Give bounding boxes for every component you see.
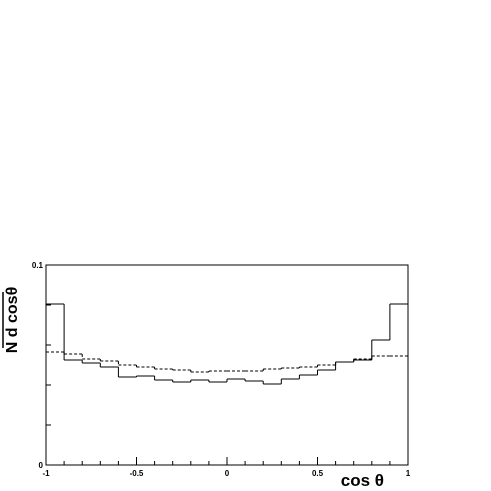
x-tick-label: 0.5	[312, 469, 324, 478]
x-axis-label: cos θ	[341, 471, 384, 490]
y-label-denominator: N d cosθ	[4, 287, 21, 353]
y-tick-label: 0	[39, 461, 44, 470]
x-tick-label: -1	[42, 469, 50, 478]
y-axis-label: dN N d cosθ 1	[0, 287, 21, 376]
y-label-numerator: dN	[0, 309, 3, 330]
x-tick-label: 1	[406, 469, 411, 478]
x-tick-label: -0.5	[130, 469, 144, 478]
x-tick-label: 0	[225, 469, 230, 478]
y-label-prefix: 1	[0, 368, 1, 376]
y-tick-label: 0.1	[32, 261, 44, 270]
